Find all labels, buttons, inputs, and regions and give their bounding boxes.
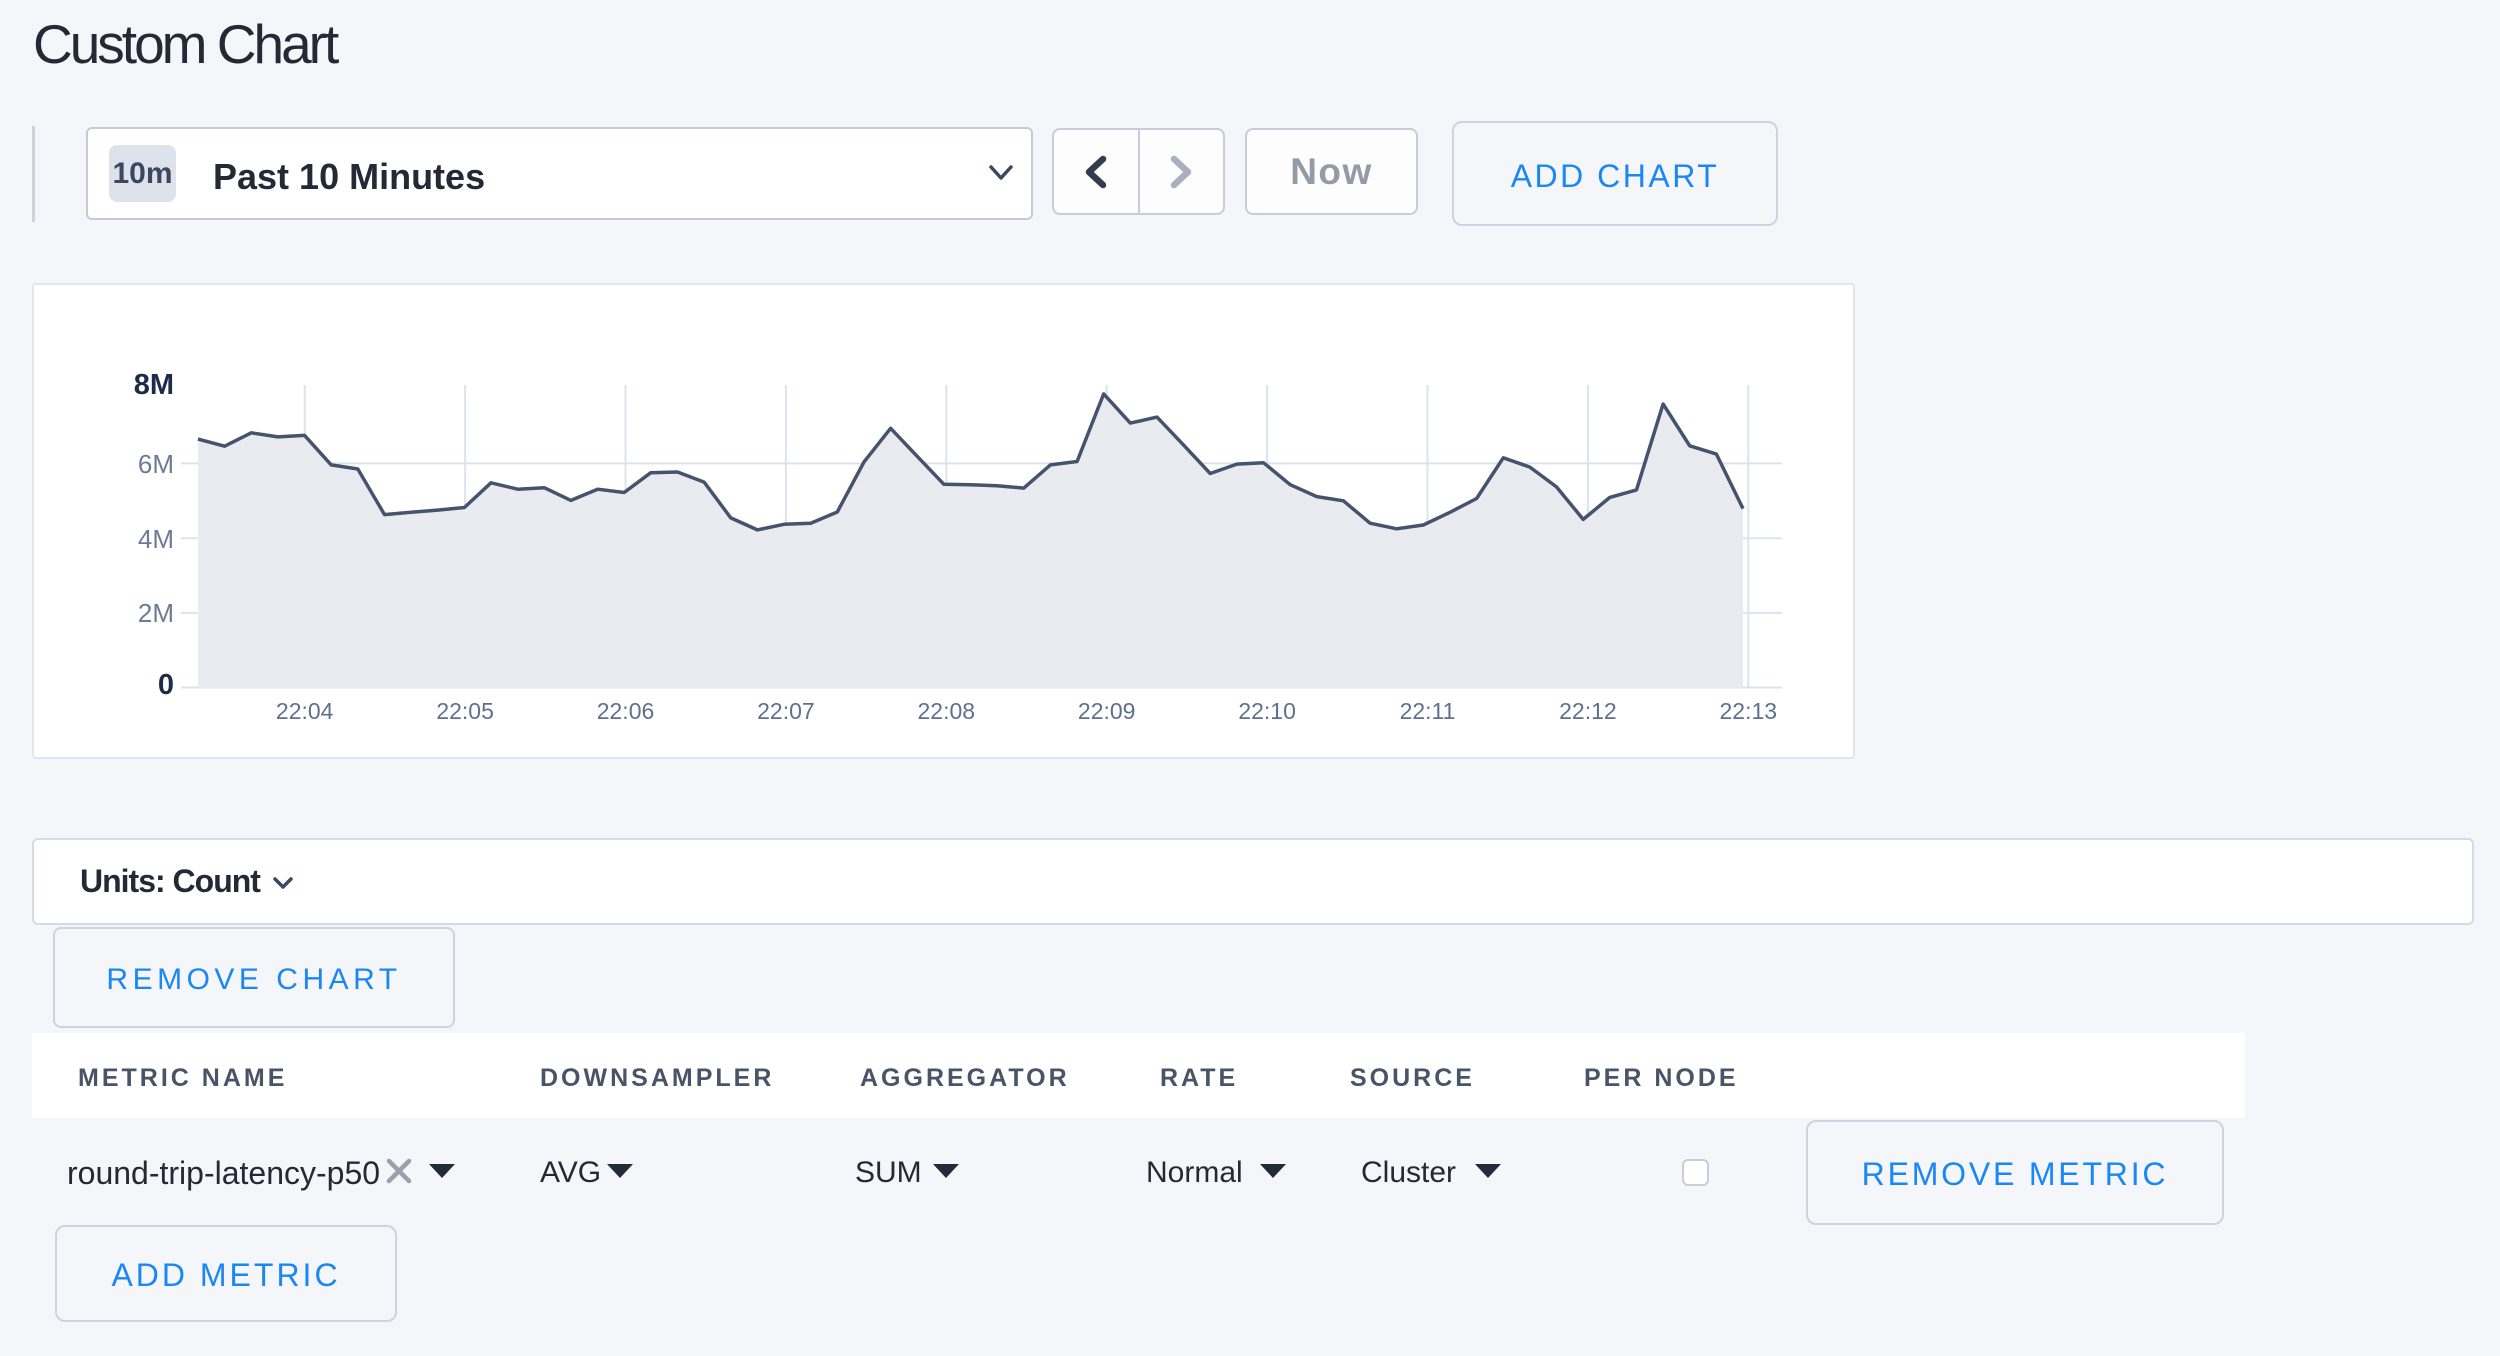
svg-text:8M: 8M bbox=[134, 369, 174, 401]
svg-text:22:07: 22:07 bbox=[757, 698, 815, 724]
svg-text:22:08: 22:08 bbox=[918, 698, 976, 724]
svg-text:22:10: 22:10 bbox=[1238, 698, 1296, 724]
svg-text:22:06: 22:06 bbox=[597, 698, 655, 724]
svg-text:0: 0 bbox=[158, 669, 174, 701]
svg-text:22:11: 22:11 bbox=[1400, 698, 1456, 724]
svg-text:2M: 2M bbox=[138, 598, 174, 628]
svg-text:22:05: 22:05 bbox=[436, 698, 494, 724]
svg-text:22:13: 22:13 bbox=[1720, 698, 1778, 724]
svg-text:22:09: 22:09 bbox=[1078, 698, 1136, 724]
svg-text:6M: 6M bbox=[138, 449, 174, 479]
svg-text:4M: 4M bbox=[138, 524, 174, 554]
svg-text:22:04: 22:04 bbox=[276, 698, 334, 724]
svg-text:22:12: 22:12 bbox=[1559, 698, 1617, 724]
